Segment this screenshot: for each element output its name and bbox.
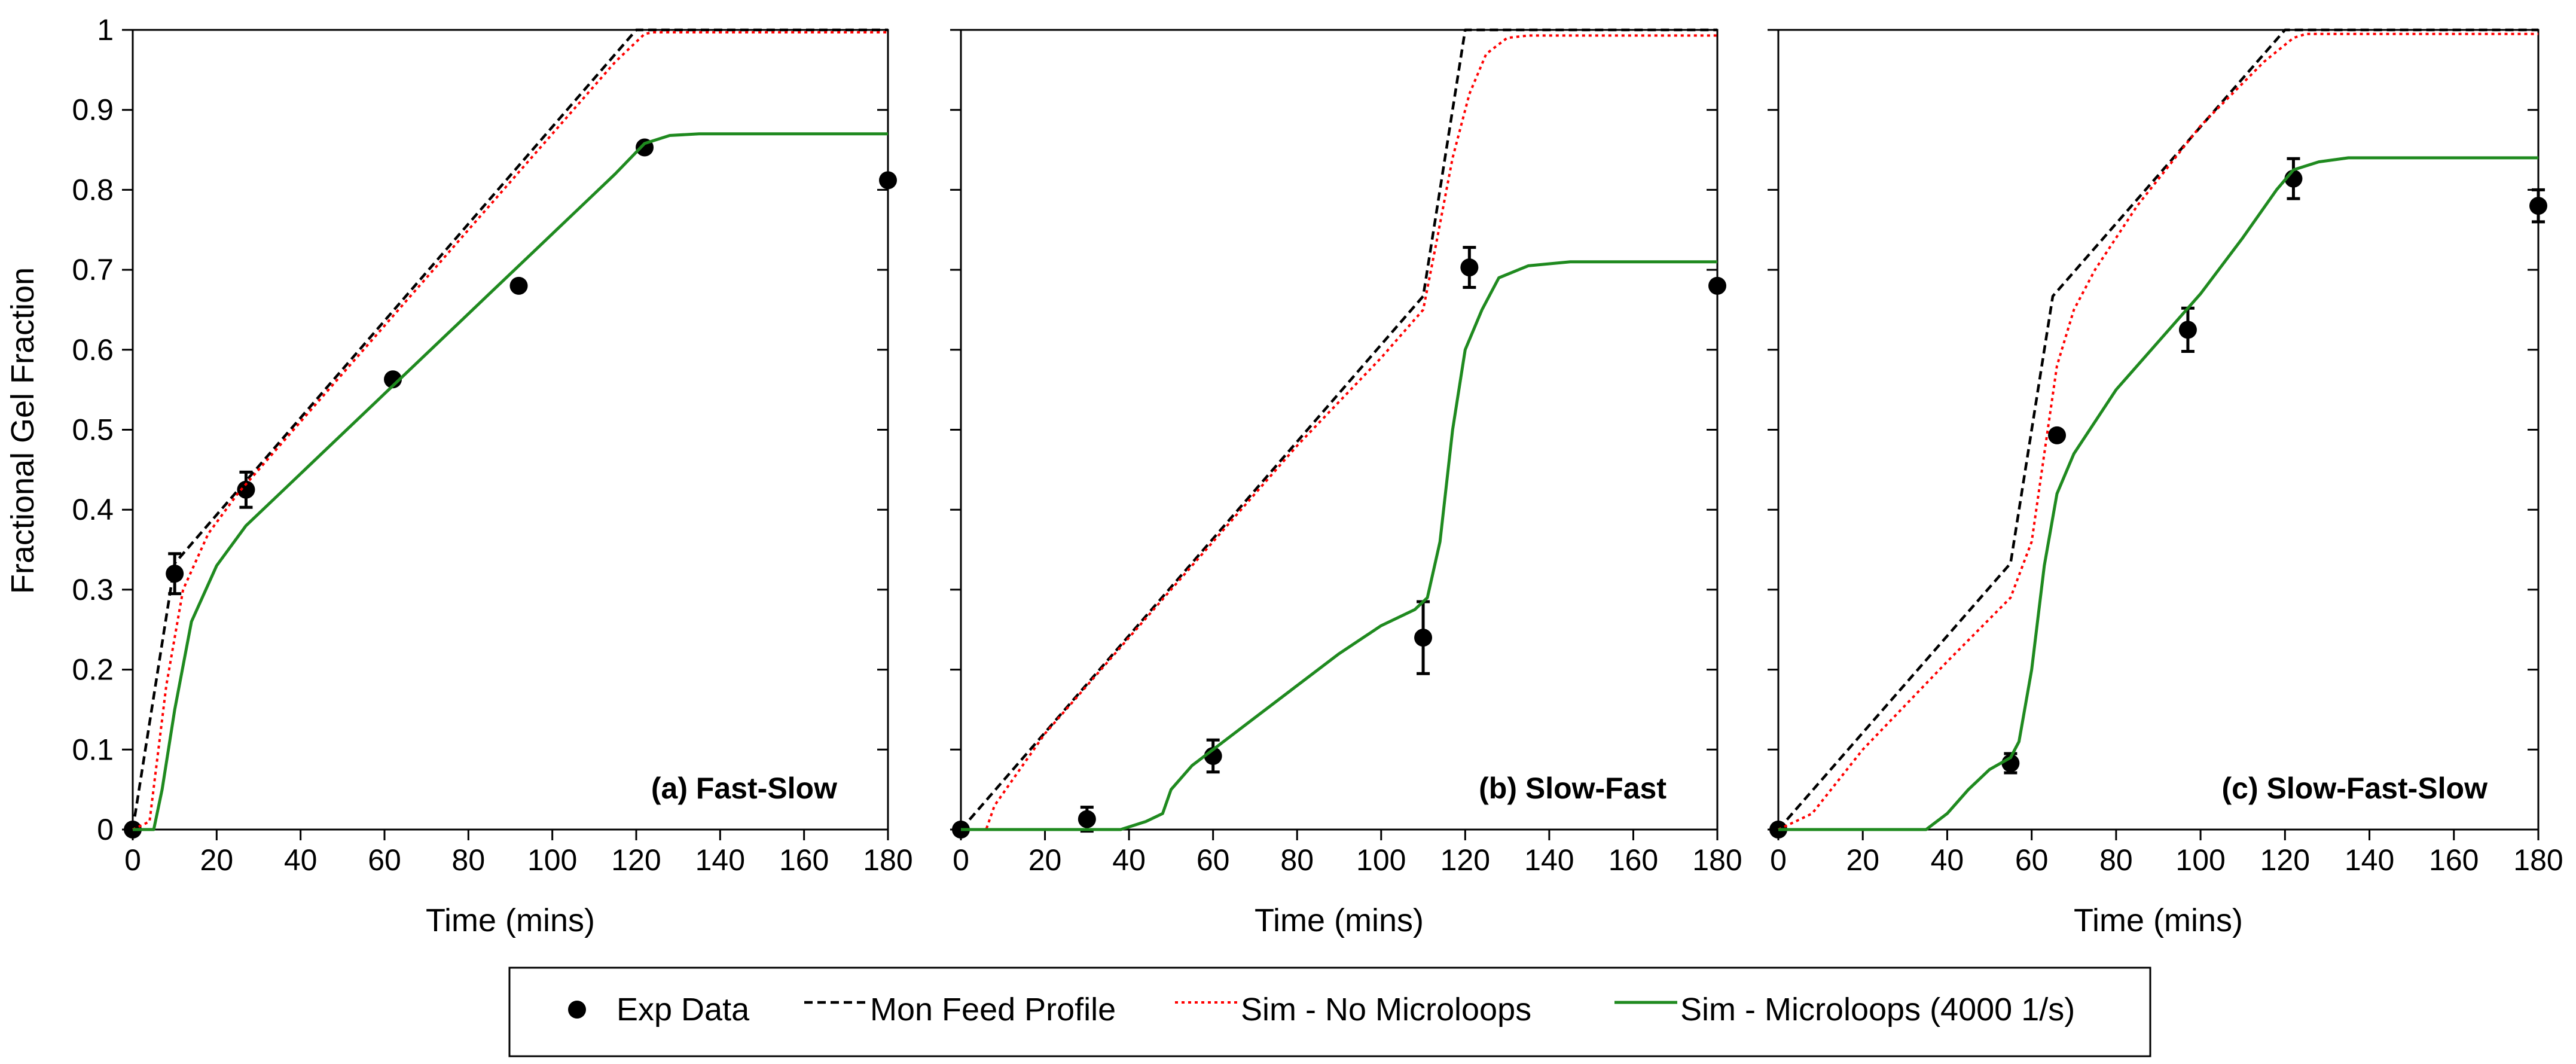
mon-feed-profile-line <box>1777 28 2538 831</box>
y-tick-label: 0 <box>97 813 114 846</box>
y-tick-label: 0.7 <box>72 253 114 286</box>
legend: Exp Data Mon Feed Profile Sim - No Microlo… <box>508 967 2151 1057</box>
y-tick-label: 0.8 <box>72 173 114 206</box>
x-tick-label: 100 <box>527 843 577 877</box>
exp-data-point <box>2048 426 2067 444</box>
x-tick-label: 80 <box>2099 843 2133 877</box>
x-tick-label: 0 <box>1770 843 1787 877</box>
y-tick-label: 0.2 <box>72 653 114 687</box>
x-tick-label: 80 <box>1280 843 1314 877</box>
exp-data-point <box>509 276 528 295</box>
x-tick-label: 20 <box>200 843 234 877</box>
sim-microloops-line <box>133 132 888 831</box>
panel-slow-fast-slow: 0 20 40 60 80 100 120 140 160 180 Time (mins) (c) S… <box>1768 28 2563 938</box>
x-tick-label: 60 <box>368 843 401 877</box>
x-tick-label: 180 <box>1692 843 1742 877</box>
exp-data-point <box>1078 810 1096 828</box>
y-tick-label: 0.4 <box>72 493 114 526</box>
exp-data-point <box>384 370 402 389</box>
x-tick-label: 140 <box>695 843 745 877</box>
exp-data-point <box>166 565 184 583</box>
x-tick-label: 40 <box>1112 843 1146 877</box>
mon-feed-profile-line <box>131 28 888 830</box>
x-axis-title: Time (mins) <box>426 903 595 938</box>
mon-feed-profile-line <box>960 28 1717 831</box>
x-tick-label: 160 <box>779 843 829 877</box>
sim-no-microloops-line <box>132 31 888 831</box>
exp-data-point <box>2529 197 2547 215</box>
exp-data-point <box>2178 321 2197 339</box>
x-tick-label: 120 <box>611 843 661 877</box>
panel-label: (c) Slow-Fast-Slow <box>2222 772 2488 805</box>
legend-label: Sim - Microloops (4000 1/s) <box>1680 992 2075 1028</box>
y-tick-label: 0.6 <box>72 333 114 367</box>
x-tick-label: 120 <box>2260 843 2310 877</box>
exp-data-point <box>1460 258 1479 277</box>
x-tick-label: 60 <box>1197 843 1230 877</box>
legend-box <box>508 967 2151 1057</box>
x-tick-label: 20 <box>1028 843 1062 877</box>
x-tick-label: 60 <box>2015 843 2049 877</box>
x-tick-label: 20 <box>1846 843 1879 877</box>
legend-label: Mon Feed Profile <box>870 992 1116 1028</box>
plot-frame-slow-fast <box>960 29 1719 831</box>
panel-fast-slow: 0 0.1 0.2 0.3 0.4 0.5 0.6 0.7 0.8 0.9 1 0 20 40 60 80 10… <box>72 13 912 938</box>
y-axis-title: Fractional Gel Fraction <box>5 267 41 594</box>
exp-data-point <box>1708 276 1726 295</box>
panel-label: (a) Fast-Slow <box>651 772 837 805</box>
x-tick-label: 100 <box>2175 843 2225 877</box>
x-tick-label: 140 <box>2345 843 2394 877</box>
x-tick-label: 40 <box>284 843 318 877</box>
y-tick-label: 0.3 <box>72 573 114 606</box>
x-tick-label: 160 <box>2429 843 2479 877</box>
legend-marker-exp-data <box>568 1001 586 1019</box>
x-tick-label: 120 <box>1440 843 1490 877</box>
x-axis-title: Time (mins) <box>1255 903 1424 938</box>
x-tick-label: 140 <box>1524 843 1574 877</box>
panel-slow-fast: 0 20 40 60 80 100 120 140 160 180 Time (mins) (b) S… <box>950 28 1742 938</box>
x-tick-label: 80 <box>452 843 486 877</box>
legend-label: Sim - No Microloops <box>1241 992 1531 1028</box>
y-tick-label: 0.9 <box>72 93 114 127</box>
x-tick-label: 180 <box>863 843 912 877</box>
plot-frame-slow-fast-slow <box>1777 29 2540 831</box>
sim-microloops-line <box>961 260 1717 831</box>
y-tick-label: 0.1 <box>72 733 114 766</box>
x-tick-label: 160 <box>1609 843 1658 877</box>
x-tick-label: 0 <box>124 843 141 877</box>
sim-microloops-line <box>1778 156 2538 831</box>
x-tick-label: 40 <box>1931 843 1964 877</box>
legend-label: Exp Data <box>616 992 750 1028</box>
exp-data-point <box>879 171 897 190</box>
x-tick-label: 0 <box>953 843 969 877</box>
panel-label: (b) Slow-Fast <box>1479 772 1667 805</box>
y-tick-label: 1 <box>97 13 114 47</box>
exp-data-point <box>1414 629 1433 647</box>
y-tick-label: 0.5 <box>72 413 114 447</box>
sim-no-microloops-line <box>961 34 1717 831</box>
x-axis-title: Time (mins) <box>2074 903 2243 938</box>
x-tick-label: 180 <box>2513 843 2563 877</box>
sim-no-microloops-line <box>1778 32 2538 831</box>
x-tick-label: 100 <box>1356 843 1406 877</box>
plot-frame-fast-slow <box>132 29 889 831</box>
